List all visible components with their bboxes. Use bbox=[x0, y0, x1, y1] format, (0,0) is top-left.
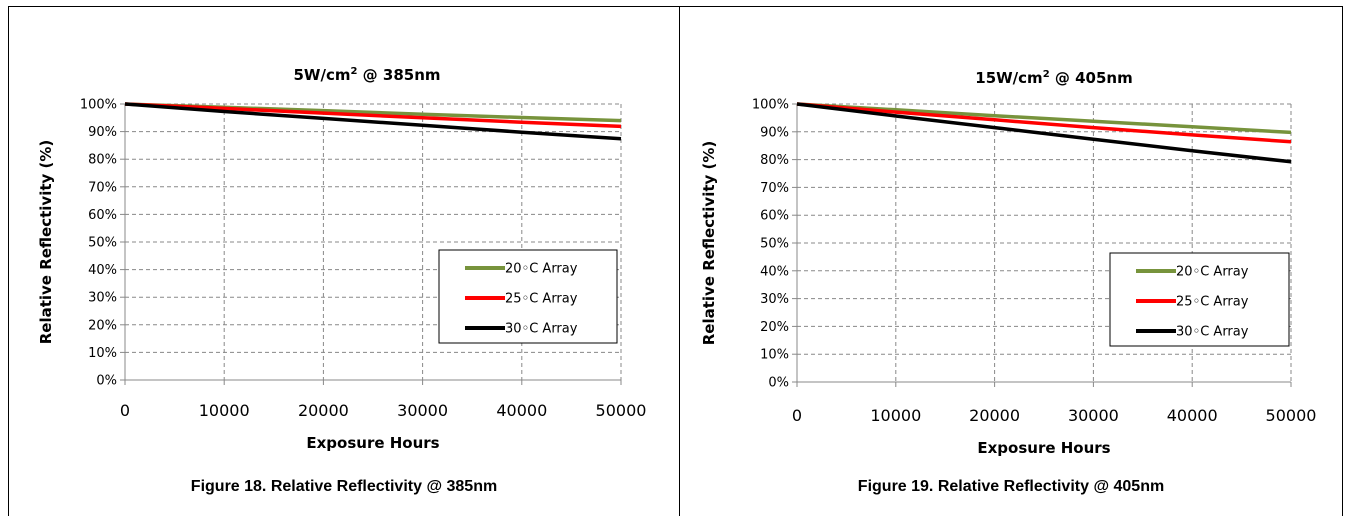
fig19-y-tick-label: 0% bbox=[768, 376, 789, 391]
fig18-y-tick-label: 30% bbox=[88, 291, 117, 306]
fig19-legend: 20◦C Array 25◦C Array 30◦C Array bbox=[1109, 252, 1290, 347]
fig19-series-line-2 bbox=[796, 102, 1292, 144]
fig18-legend-label: 20◦C Array bbox=[505, 262, 578, 277]
fig18-y-tick-label: 60% bbox=[88, 208, 117, 223]
fig18-legend-label: 30◦C Array bbox=[505, 322, 578, 337]
fig19-x-tick-label: 30000 bbox=[1068, 406, 1119, 425]
fig19-chart-title: 15W/cm2 @ 405nm bbox=[975, 69, 1132, 87]
fig19-series-line-3 bbox=[796, 102, 1292, 164]
fig18-y-tick-label: 0% bbox=[96, 374, 117, 389]
fig18-x-tick-label: 30000 bbox=[397, 401, 448, 420]
figure-19-panel: 15W/cm2 @ 405nm 0% 10% 20% 30% 40% 50% 60% 70% 80… bbox=[679, 6, 1343, 516]
fig19-x-axis-label: Exposure Hours bbox=[977, 439, 1110, 457]
fig19-y-tick-label: 20% bbox=[760, 320, 789, 335]
fig19-series-line-1 bbox=[796, 102, 1292, 135]
fig19-x-tick-label: 0 bbox=[792, 406, 802, 425]
fig18-y-axis-label: Relative Reflectivity (%) bbox=[37, 140, 55, 345]
fig19-y-tick-label: 50% bbox=[760, 237, 789, 252]
fig18-y-tick-label: 90% bbox=[88, 125, 117, 140]
fig19-y-tick-label: 10% bbox=[760, 348, 789, 363]
fig18-legend-label: 25◦C Array bbox=[505, 292, 578, 307]
fig19-legend-label: 20◦C Array bbox=[1176, 265, 1249, 280]
fig18-y-tick-label: 70% bbox=[88, 180, 117, 195]
fig18-y-tick-label: 80% bbox=[88, 153, 117, 168]
fig19-y-tick-label: 80% bbox=[760, 153, 789, 168]
fig19-x-tick-label: 20000 bbox=[969, 406, 1020, 425]
figure-19-chart: 15W/cm2 @ 405nm 0% 10% 20% 30% 40% 50% 60% 70% 80… bbox=[700, 69, 1317, 457]
fig19-legend-label: 30◦C Array bbox=[1176, 325, 1249, 340]
fig18-x-tick-label: 0 bbox=[120, 401, 130, 420]
fig19-y-tick-label: 30% bbox=[760, 292, 789, 307]
fig18-x-axis-label: Exposure Hours bbox=[306, 434, 439, 452]
fig19-x-tick-label: 40000 bbox=[1167, 406, 1218, 425]
fig18-y-tick-label: 50% bbox=[88, 236, 117, 251]
fig18-x-tick-label: 50000 bbox=[596, 401, 647, 420]
fig18-series-line-2 bbox=[124, 102, 622, 129]
fig19-y-tick-label: 40% bbox=[760, 264, 789, 279]
fig19-y-tick-label: 60% bbox=[760, 209, 789, 224]
fig18-y-tick-label: 100% bbox=[80, 98, 117, 113]
fig18-x-tick-label: 10000 bbox=[199, 401, 250, 420]
fig19-x-tick-label: 10000 bbox=[870, 406, 921, 425]
figure-18-chart: 5W/cm2 @ 385nm 0% 10% 20% 30% 40% 50% 60% 70% 80%… bbox=[37, 66, 647, 452]
fig19-y-tick-label: 90% bbox=[760, 125, 789, 140]
fig19-legend-label: 25◦C Array bbox=[1176, 295, 1249, 310]
fig19-y-tick-label: 70% bbox=[760, 181, 789, 196]
fig19-y-axis-label: Relative Reflectivity (%) bbox=[700, 141, 718, 346]
fig19-y-tick-label: 100% bbox=[752, 98, 789, 113]
fig18-y-tick-label: 40% bbox=[88, 263, 117, 278]
fig18-series-line-3 bbox=[124, 102, 622, 141]
fig18-x-tick-label: 20000 bbox=[298, 401, 349, 420]
figure-18-panel: 5W/cm2 @ 385nm 0% 10% 20% 30% 40% 50% 60% 70% 80%… bbox=[8, 6, 679, 516]
fig18-y-tick-label: 20% bbox=[88, 318, 117, 333]
figure-18-caption: Figure 18. Relative Reflectivity @ 385nm bbox=[190, 478, 498, 495]
fig18-y-tick-label: 10% bbox=[88, 346, 117, 361]
figure-19-caption: Figure 19. Relative Reflectivity @ 405nm bbox=[857, 478, 1165, 495]
fig18-x-tick-label: 40000 bbox=[496, 401, 547, 420]
fig19-x-tick-label: 50000 bbox=[1266, 406, 1317, 425]
fig18-chart-title: 5W/cm2 @ 385nm bbox=[293, 66, 440, 84]
fig18-legend: 20◦C Array 25◦C Array 30◦C Array bbox=[438, 249, 618, 344]
